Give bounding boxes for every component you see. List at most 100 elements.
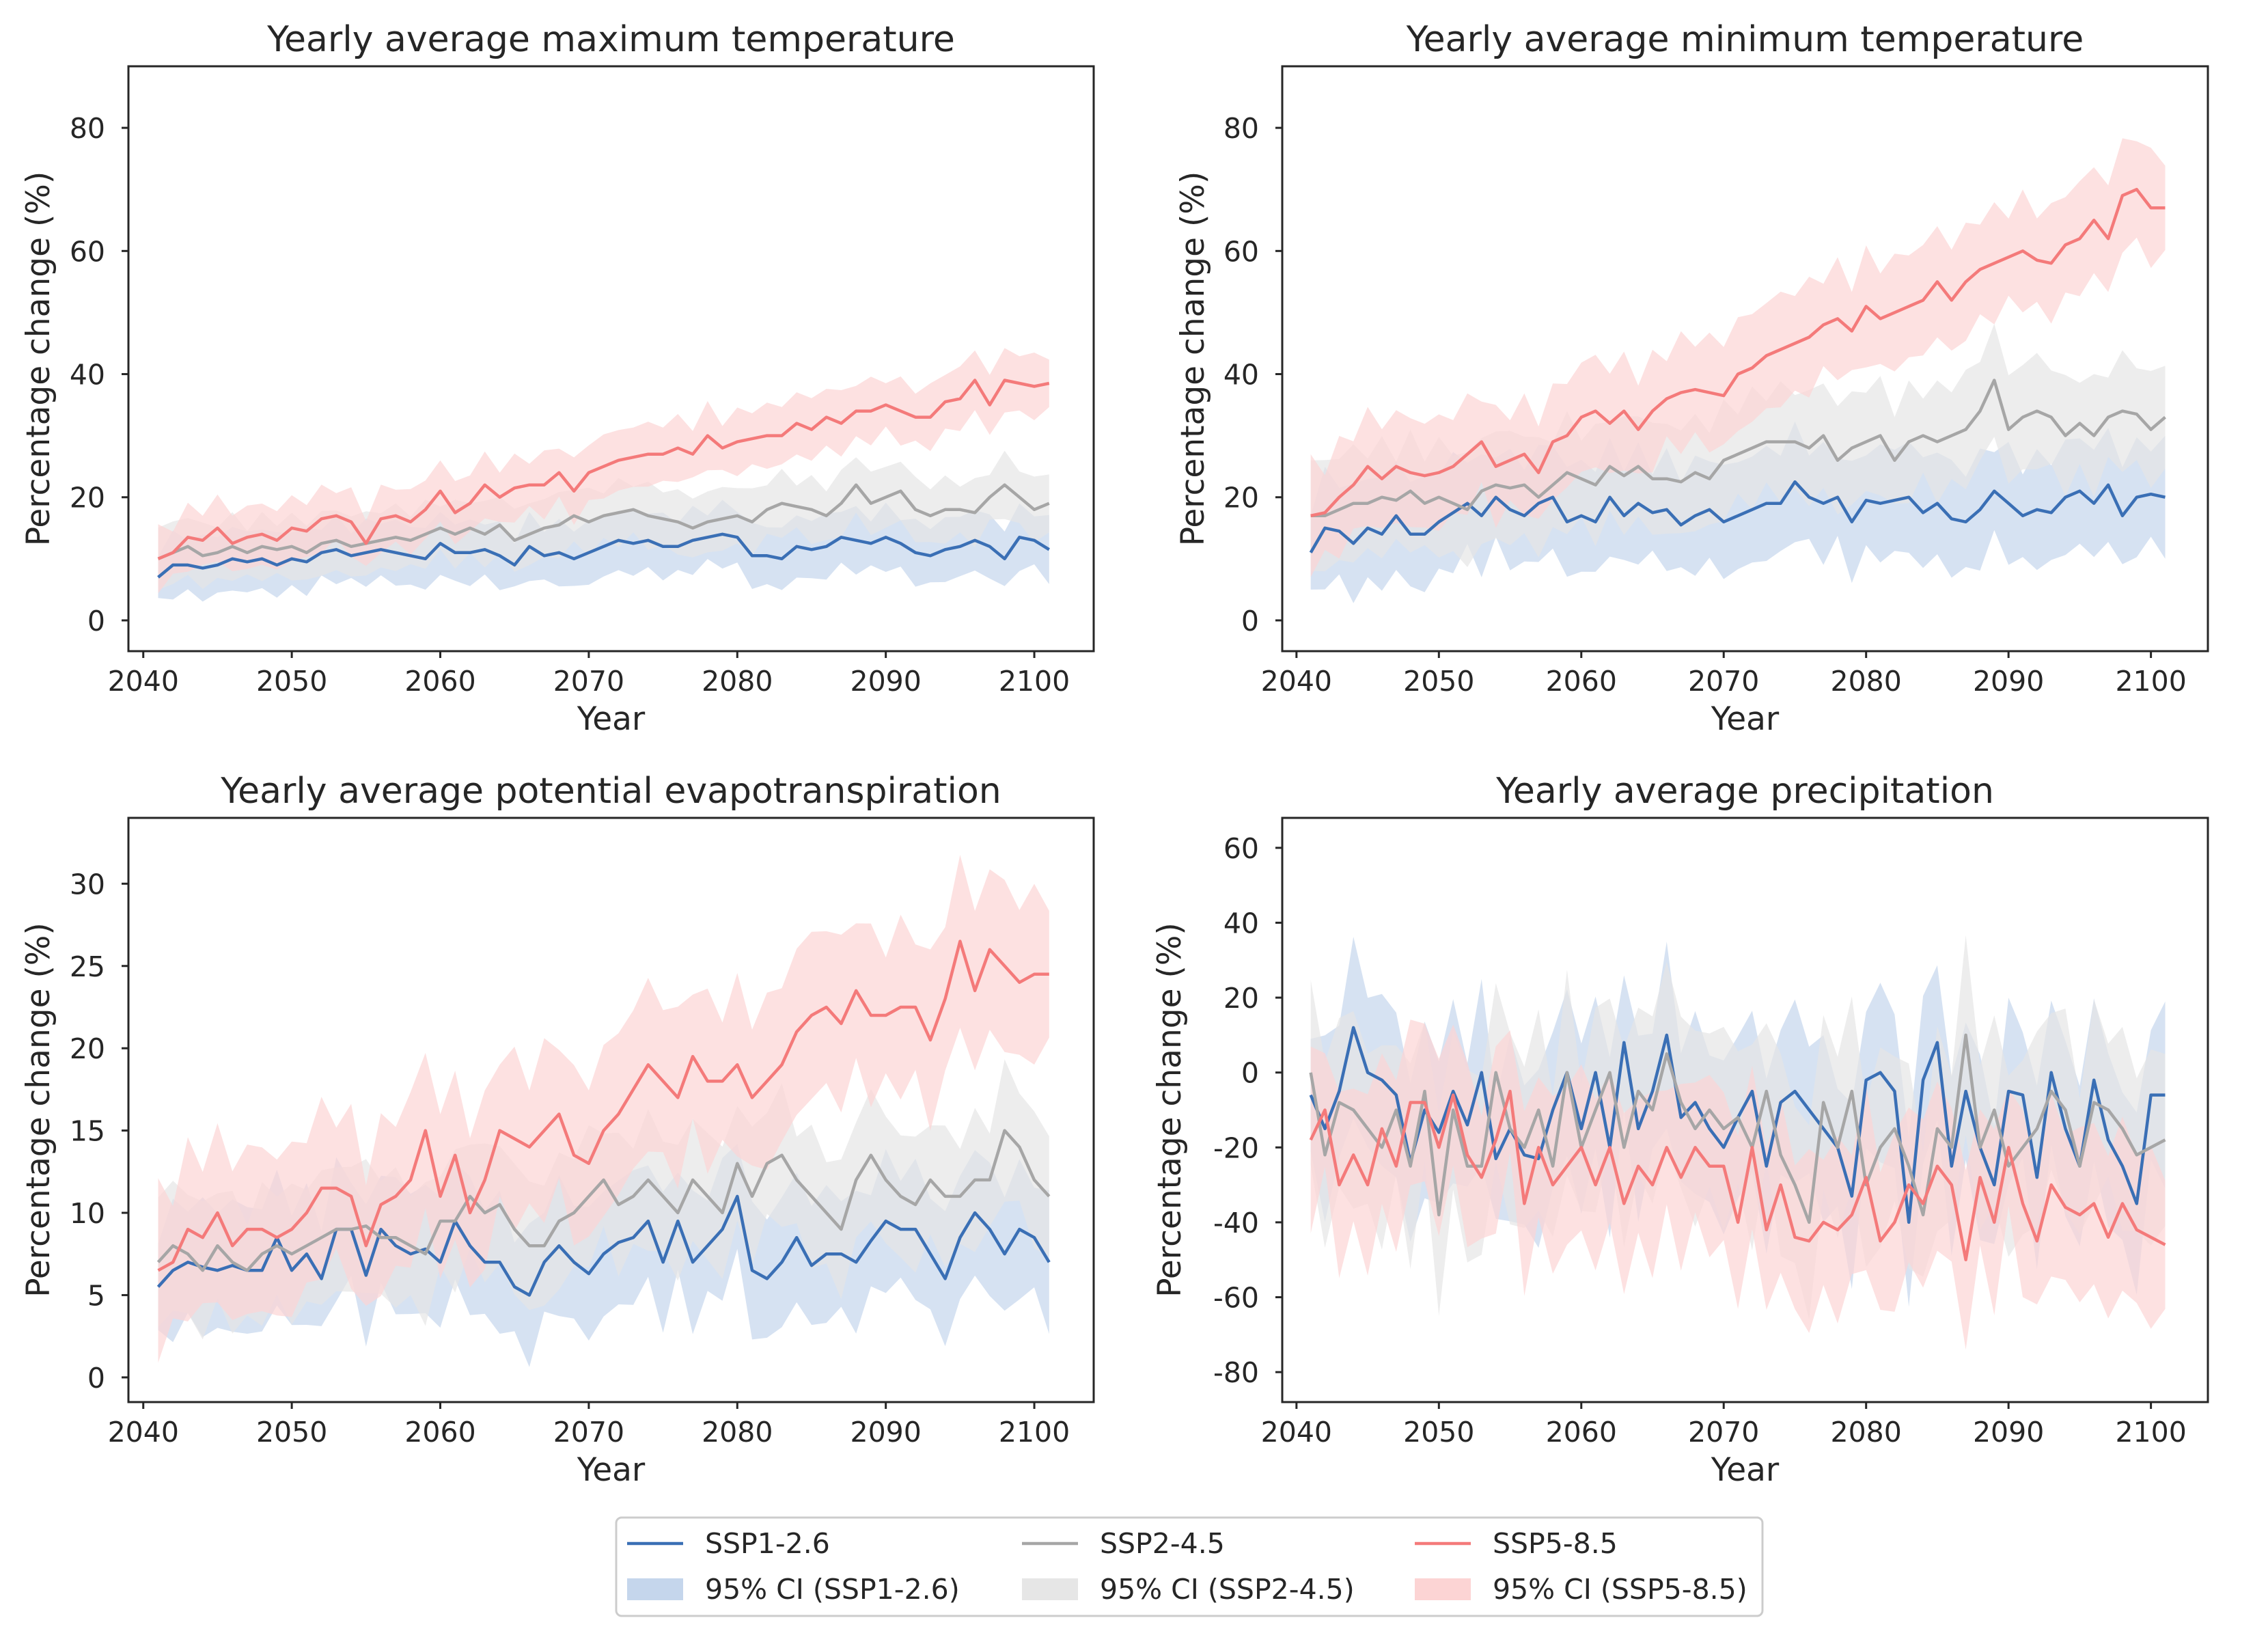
ci-band-ssp5-8-5: [158, 348, 1049, 594]
x-tick-label: 2060: [1546, 1416, 1617, 1449]
chart-title: Yearly average minimum temperature: [1406, 19, 2084, 60]
y-tick-label: 25: [70, 950, 105, 983]
x-axis-label: Year: [1711, 1451, 1780, 1489]
y-tick-label: 15: [70, 1115, 105, 1148]
chart-title: Yearly average maximum temperature: [266, 19, 955, 60]
y-tick-label: 60: [70, 235, 105, 268]
x-tick-label: 2040: [108, 1416, 179, 1449]
legend-label-ssp5-8-5: SSP5-8.5: [1493, 1527, 1618, 1560]
x-tick-label: 2060: [1546, 665, 1617, 698]
legend-swatch-95-ci-ssp2-4-5: [1022, 1578, 1078, 1600]
legend-label-95-ci-ssp5-8-5: 95% CI (SSP5-8.5): [1493, 1573, 1747, 1606]
y-tick-label: 20: [1223, 482, 1259, 515]
y-tick-label: 40: [1223, 907, 1259, 939]
x-tick-label: 2050: [256, 665, 327, 698]
series-line-ssp5-8-5: [157, 379, 1050, 560]
x-tick-label: 2060: [404, 665, 475, 698]
series-line-ssp1-2-6: [157, 532, 1050, 579]
legend-box: [615, 1516, 1764, 1617]
axes-frame: [1281, 817, 2209, 1403]
y-tick-label: 80: [1223, 112, 1259, 145]
x-tick-label: 2040: [108, 665, 179, 698]
x-tick-label: 2040: [1261, 665, 1332, 698]
y-tick-label: 0: [87, 605, 105, 637]
legend: SSP1-2.6 SSP2-4.5 SSP5-8.5 95% CI (SSP1-2.6…: [615, 1516, 1764, 1617]
x-tick-label: 2050: [1403, 1416, 1474, 1449]
x-tick-label: 2050: [1403, 665, 1474, 698]
x-axis-label: Year: [577, 1451, 646, 1489]
y-tick-label: -60: [1213, 1282, 1259, 1315]
y-tick-label: 0: [87, 1362, 105, 1395]
x-tick-label: 2090: [850, 665, 921, 698]
series-line-ssp2-4-5: [1310, 379, 2166, 518]
chart-panel-3: Yearly average potential evapotranspirat…: [20, 771, 1095, 1489]
x-tick-label: 2080: [702, 665, 773, 698]
x-tick-label: 2100: [999, 1416, 1070, 1449]
x-tick-label: 2100: [999, 665, 1070, 698]
chart-title: Yearly average potential evapotranspirat…: [220, 771, 1001, 812]
y-tick-label: 20: [1223, 982, 1259, 1015]
legend-label-ssp1-2-6: SSP1-2.6: [705, 1527, 830, 1560]
series-line-ssp2-4-5: [156, 1129, 1051, 1272]
plot-area: [156, 855, 1051, 1367]
x-tick-label: 2040: [1261, 1416, 1332, 1449]
x-axis-label: Year: [1711, 700, 1780, 738]
series-line-ssp2-4-5: [1309, 1033, 2166, 1224]
y-tick-label: 60: [1223, 235, 1259, 268]
x-tick-label: 2070: [1688, 665, 1759, 698]
axes-frame: [127, 65, 1095, 653]
y-tick-label: 80: [70, 112, 105, 145]
x-tick-label: 2090: [850, 1416, 921, 1449]
axes-frame: [127, 817, 1095, 1403]
series-line-ssp1-2-6: [156, 1194, 1051, 1297]
x-tick-label: 2070: [553, 1416, 624, 1449]
chart-title: Yearly average precipitation: [1495, 771, 1994, 812]
y-tick-label: 5: [87, 1279, 105, 1312]
y-tick-label: -20: [1213, 1131, 1259, 1164]
x-tick-label: 2070: [1688, 1416, 1759, 1449]
y-tick-label: 20: [70, 482, 105, 515]
series-line-ssp2-4-5: [157, 483, 1050, 560]
y-axis-label: Percentage change (%): [20, 172, 57, 547]
x-tick-label: 2100: [2115, 665, 2186, 698]
plot-area: [157, 348, 1050, 602]
axes-frame: [1281, 65, 2209, 653]
y-tick-label: 30: [70, 868, 105, 901]
series-line-ssp5-8-5: [157, 939, 1049, 1272]
y-tick-label: 10: [70, 1197, 105, 1230]
series-line-ssp5-8-5: [1309, 1089, 2166, 1261]
y-tick-label: 60: [1223, 832, 1259, 865]
legend-label-95-ci-ssp2-4-5: 95% CI (SSP2-4.5): [1100, 1573, 1355, 1606]
x-tick-label: 2060: [404, 1416, 475, 1449]
y-tick-label: -40: [1213, 1207, 1259, 1239]
legend-label-95-ci-ssp1-2-6: 95% CI (SSP1-2.6): [705, 1573, 960, 1606]
y-tick-label: 40: [1223, 359, 1259, 392]
legend-label-ssp2-4-5: SSP2-4.5: [1100, 1527, 1225, 1560]
plot-area: [1309, 935, 2166, 1350]
x-tick-label: 2080: [1831, 1416, 1902, 1449]
y-axis-label: Percentage change (%): [1151, 922, 1189, 1298]
ci-band-ssp5-8-5: [1310, 1019, 2166, 1350]
series-line-ssp5-8-5: [1310, 187, 2166, 517]
series-line-ssp1-2-6: [1309, 480, 2166, 553]
y-tick-label: -80: [1213, 1356, 1259, 1389]
legend-swatch-95-ci-ssp1-2-6: [627, 1578, 683, 1600]
y-tick-label: 0: [1241, 1057, 1259, 1090]
y-tick-label: 0: [1241, 605, 1259, 637]
x-tick-label: 2080: [702, 1416, 773, 1449]
y-axis-label: Percentage change (%): [1174, 172, 1212, 547]
ci-band-ssp2-4-5: [158, 450, 1049, 590]
x-tick-label: 2050: [256, 1416, 327, 1449]
x-tick-label: 2090: [1973, 665, 2044, 698]
legend-swatch-95-ci-ssp5-8-5: [1415, 1578, 1471, 1600]
x-tick-label: 2090: [1973, 1416, 2044, 1449]
plot-area: [1309, 138, 2166, 603]
ci-band-ssp5-8-5: [1310, 138, 2166, 577]
y-tick-label: 20: [70, 1032, 105, 1065]
y-tick-label: 40: [70, 359, 105, 392]
